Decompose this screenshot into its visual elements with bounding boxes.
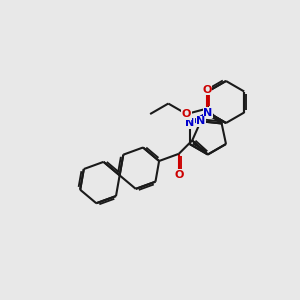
Text: O: O	[182, 109, 191, 119]
Text: O: O	[202, 85, 212, 94]
Text: N: N	[196, 116, 206, 126]
Text: O: O	[174, 170, 184, 180]
Text: N: N	[203, 107, 212, 118]
Text: N: N	[185, 118, 194, 128]
